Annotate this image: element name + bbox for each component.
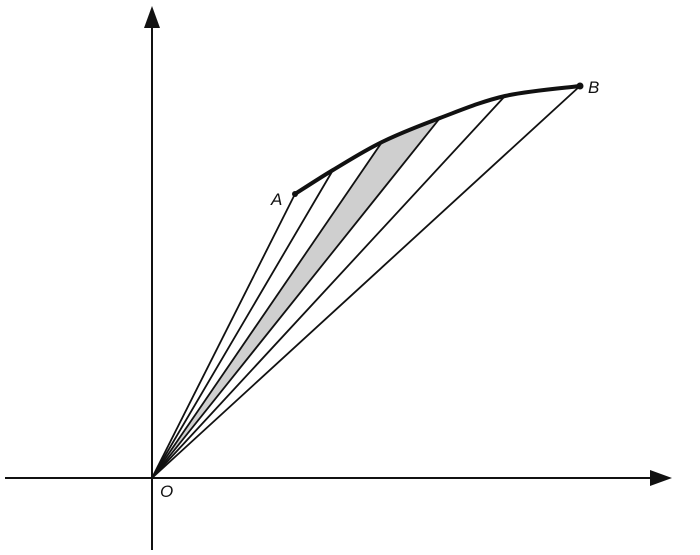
ray-0: [151, 193, 296, 479]
ray-2: [151, 141, 383, 479]
curve-a-to-b: [293, 84, 581, 196]
x-axis-arrowhead: [650, 470, 672, 486]
y-axis-arrowhead: [144, 6, 160, 28]
label-origin: O: [160, 482, 173, 501]
ray-5: [151, 85, 581, 479]
label-a: A: [270, 190, 282, 209]
point-b: [576, 82, 584, 90]
ray-1: [151, 169, 334, 479]
ray-3: [151, 117, 441, 479]
point-a: [292, 191, 298, 197]
label-b: B: [588, 78, 599, 97]
ray-4: [151, 95, 506, 479]
